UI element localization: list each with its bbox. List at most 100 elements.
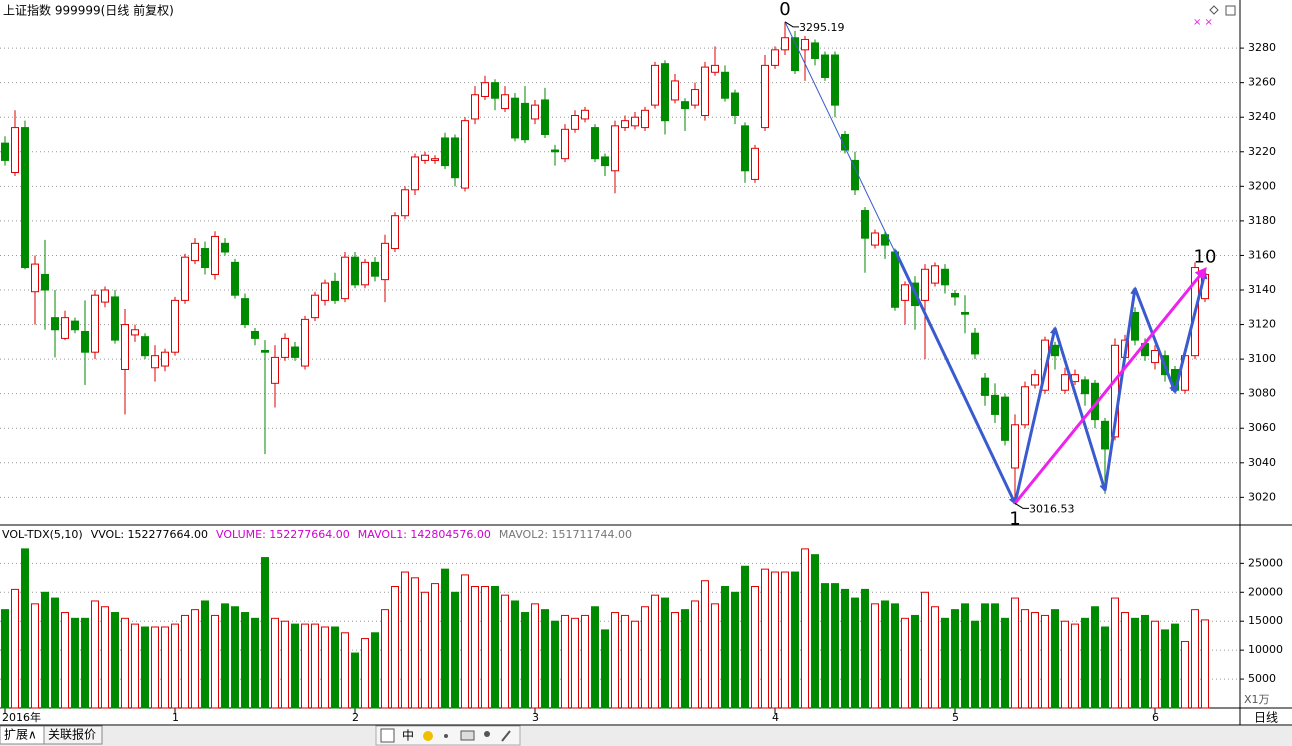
y-tick-label: 3020 bbox=[1248, 490, 1276, 503]
candle-body bbox=[621, 120, 629, 129]
volume-bar bbox=[641, 606, 649, 709]
volume-bar bbox=[81, 617, 89, 709]
toolbar-button[interactable]: 中 bbox=[402, 728, 414, 743]
candle-body bbox=[281, 337, 289, 358]
candle-body bbox=[391, 215, 399, 250]
candle-body bbox=[1001, 396, 1009, 441]
candle-body bbox=[261, 349, 269, 353]
volume-bar bbox=[1041, 614, 1049, 709]
volume-bar bbox=[151, 626, 159, 709]
y-tick-label: 3240 bbox=[1248, 110, 1276, 123]
volume-bar bbox=[431, 583, 439, 709]
volume-bar bbox=[131, 623, 139, 709]
volume-bar bbox=[851, 597, 859, 709]
candle-body bbox=[571, 114, 579, 130]
candle-body bbox=[251, 330, 259, 339]
candle-body bbox=[291, 346, 299, 358]
window-icon[interactable] bbox=[1225, 5, 1236, 16]
candle-body bbox=[191, 242, 199, 262]
y-tick-label: 20000 bbox=[1248, 585, 1283, 598]
volume-bar bbox=[1111, 597, 1119, 709]
volume-bar bbox=[321, 626, 329, 709]
volume-bar bbox=[631, 620, 639, 709]
candle-body bbox=[641, 109, 649, 129]
candle-body bbox=[1, 142, 9, 161]
volume-bar bbox=[91, 600, 99, 709]
volume-bar bbox=[831, 583, 839, 709]
candle-body bbox=[711, 64, 719, 73]
candle-body bbox=[541, 99, 549, 135]
volume-bar bbox=[21, 548, 29, 709]
volume-bar bbox=[381, 609, 389, 709]
volume-bar bbox=[341, 632, 349, 709]
candle-body bbox=[761, 64, 769, 129]
candle-body bbox=[21, 127, 29, 269]
volume-bar bbox=[471, 586, 479, 709]
candle-body bbox=[901, 284, 909, 301]
volume-bar bbox=[1171, 623, 1179, 709]
y-tick-label: 3220 bbox=[1248, 145, 1276, 158]
window-icon[interactable] bbox=[1209, 5, 1219, 15]
candle-body bbox=[651, 64, 659, 106]
toolbar-button[interactable] bbox=[423, 731, 433, 741]
candle-body bbox=[1011, 424, 1019, 469]
candle-body bbox=[861, 210, 869, 239]
candle-body bbox=[81, 330, 89, 353]
volume-bar bbox=[1191, 609, 1199, 709]
candle-body bbox=[111, 296, 119, 341]
toolbar-button[interactable] bbox=[484, 731, 490, 737]
volume-bar bbox=[111, 612, 119, 709]
candle-body bbox=[121, 324, 129, 370]
indicator-label: VVOL: 152277664.00 bbox=[91, 528, 208, 541]
volume-bar bbox=[621, 614, 629, 709]
toolbar-button[interactable] bbox=[501, 730, 511, 742]
candle-body bbox=[561, 128, 569, 160]
candle-body bbox=[791, 37, 799, 72]
volume-bar bbox=[1151, 620, 1159, 709]
volume-bar bbox=[891, 603, 899, 709]
candle-body bbox=[831, 54, 839, 106]
candle-body bbox=[351, 256, 359, 286]
toolbar-button[interactable] bbox=[380, 728, 395, 743]
volume-bar bbox=[881, 600, 889, 709]
volume-bar bbox=[411, 577, 419, 709]
marker-pointer bbox=[784, 21, 799, 28]
candle-body bbox=[231, 261, 239, 296]
volume-bar bbox=[1201, 619, 1209, 709]
toolbar-button[interactable] bbox=[460, 730, 475, 741]
volume-bar bbox=[221, 603, 229, 709]
wave-line bbox=[893, 249, 1017, 506]
x-tick-label: 3 bbox=[532, 711, 539, 724]
volume-bar bbox=[841, 588, 849, 709]
period-label: 日线 bbox=[1254, 711, 1278, 725]
volume-bar bbox=[1061, 620, 1069, 709]
x-tick-label: 2016年 bbox=[2, 710, 41, 724]
tab-label[interactable]: 关联报价 bbox=[48, 727, 96, 742]
price-marker-label: 3295.19 bbox=[799, 21, 845, 34]
candle-body bbox=[531, 104, 539, 120]
tab[interactable] bbox=[43, 725, 103, 745]
volume-bar bbox=[491, 586, 499, 709]
y-tick-label: 3280 bbox=[1248, 41, 1276, 54]
volume-unit: X1万 bbox=[1244, 693, 1270, 706]
volume-bar bbox=[1051, 609, 1059, 709]
volume-bar bbox=[521, 612, 529, 709]
volume-bar bbox=[541, 609, 549, 709]
volume-bar bbox=[371, 632, 379, 709]
tab-label[interactable]: 扩展∧ bbox=[4, 728, 37, 742]
marker-pointer bbox=[1014, 502, 1029, 509]
candle-body bbox=[301, 318, 309, 367]
candle-body bbox=[971, 332, 979, 355]
candle-body bbox=[421, 154, 429, 161]
volume-bar bbox=[351, 652, 359, 709]
candle-body bbox=[101, 289, 109, 303]
volume-bar bbox=[681, 609, 689, 709]
candle-body bbox=[1101, 420, 1109, 450]
volume-bar bbox=[1, 609, 9, 709]
y-tick-label: 3040 bbox=[1248, 456, 1276, 469]
volume-bar bbox=[801, 548, 809, 709]
volume-bar bbox=[11, 588, 19, 709]
toolbar-button[interactable] bbox=[444, 734, 448, 738]
volume-bar bbox=[231, 606, 239, 709]
volume-bar bbox=[761, 568, 769, 709]
